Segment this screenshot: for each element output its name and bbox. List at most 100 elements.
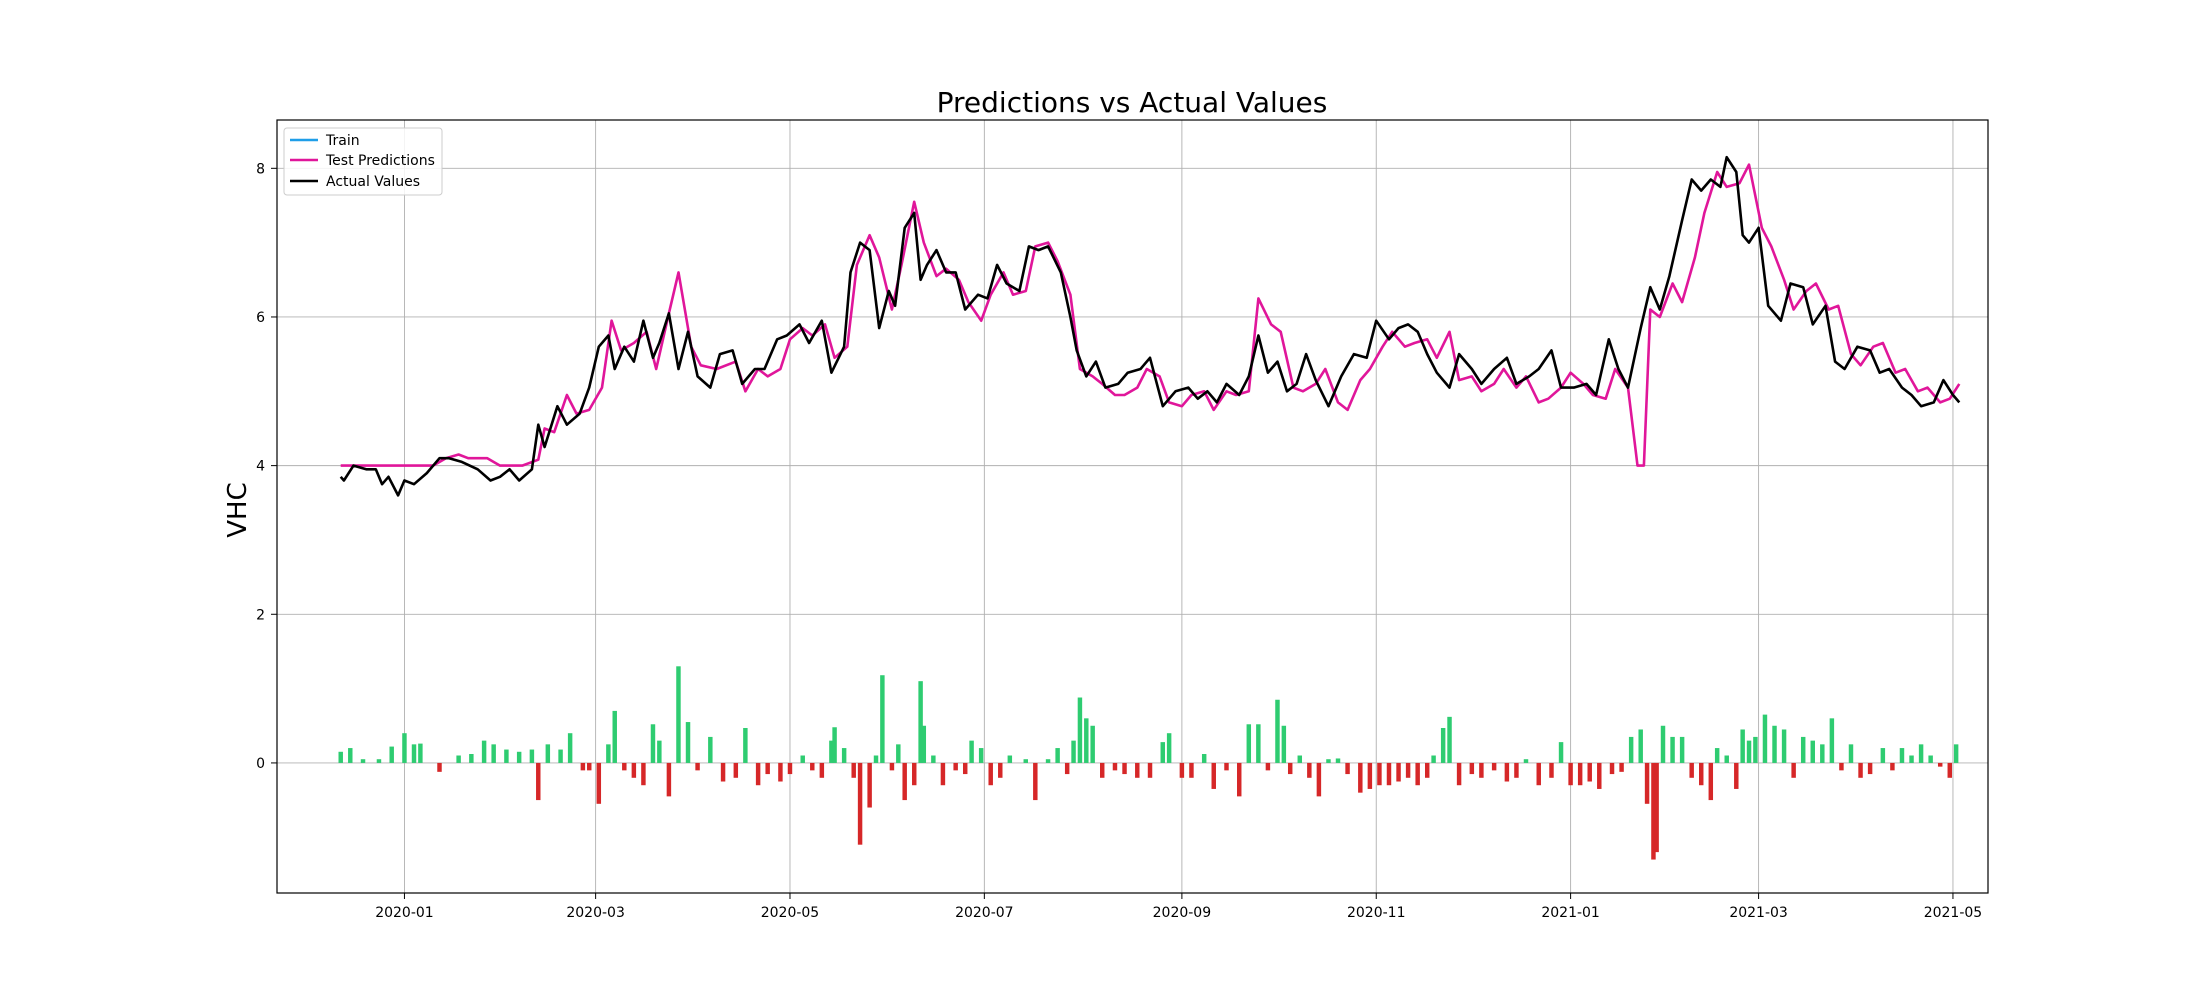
diff-bar-160 (1899, 748, 1905, 763)
diff-bar-166 (1953, 744, 1959, 763)
diff-bar-155 (1848, 744, 1854, 763)
diff-bar-75 (1084, 718, 1089, 763)
diff-bar-147 (1772, 725, 1777, 763)
diff-bar-20 (580, 762, 586, 771)
diff-bar-78 (1112, 762, 1118, 771)
diff-bar-40 (778, 762, 783, 782)
diff-bar-42 (800, 755, 805, 763)
diff-bar-113 (1456, 762, 1462, 786)
chart-title: Predictions vs Actual Values (937, 86, 1328, 119)
y-axis-label: VHC (223, 482, 253, 538)
diff-bar-4 (389, 746, 394, 763)
diff-bar-111 (1440, 727, 1446, 763)
diff-bar-60 (940, 762, 946, 786)
diff-bar-34 (708, 736, 713, 763)
diff-bar-144 (1746, 740, 1752, 763)
diff-bar-8 (437, 762, 442, 772)
diff-bar-3 (376, 759, 382, 763)
diff-bar-46 (832, 727, 837, 763)
legend: Train Test Predictions Actual Values (283, 127, 443, 196)
diff-bar-67 (1007, 755, 1013, 763)
y-tick-label-4: 4 (256, 459, 265, 475)
diff-bar-95 (1287, 762, 1293, 775)
x-tick-label-2021-01: 2021-01 (1541, 905, 1600, 921)
diff-bar-151 (1810, 740, 1815, 763)
diff-bar-7 (418, 743, 423, 763)
diff-bar-109 (1424, 762, 1430, 778)
diff-bar-138 (1699, 762, 1704, 786)
diff-bar-133 (1654, 762, 1659, 853)
diff-bar-121 (1549, 762, 1554, 778)
series-line-actual-values (339, 155, 1961, 497)
diff-bar-88 (1224, 762, 1229, 771)
diff-bar-91 (1256, 724, 1261, 763)
diff-bar-49 (857, 762, 863, 845)
diff-bar-41 (787, 762, 793, 775)
diff-bar-163 (1928, 755, 1933, 763)
diff-bar-63 (969, 740, 974, 763)
diff-bar-24 (612, 710, 617, 763)
diff-bar-47 (841, 748, 847, 763)
diff-bar-117 (1504, 762, 1510, 782)
diff-bar-44 (819, 762, 825, 778)
legend-label-test-predictions: Test Predictions (325, 153, 435, 169)
diff-bar-56 (912, 762, 917, 786)
diff-bar-2 (360, 759, 366, 763)
y-tick-label-6: 6 (256, 310, 265, 326)
diff-bar-158 (1880, 748, 1886, 763)
diff-bar-143 (1740, 729, 1745, 763)
diff-bar-89 (1237, 762, 1242, 797)
diff-bar-108 (1415, 762, 1420, 786)
diff-bar-132 (1651, 762, 1656, 860)
diff-bar-31 (676, 666, 681, 763)
diff-bar-131 (1644, 762, 1650, 804)
diff-bar-29 (657, 740, 662, 763)
diff-bar-25 (622, 762, 627, 771)
diff-bar-136 (1679, 736, 1685, 763)
diff-bar-13 (504, 749, 509, 763)
diff-bar-59 (931, 755, 936, 763)
diff-bar-118 (1514, 762, 1519, 778)
x-tick-label-2020-01: 2020-01 (375, 905, 434, 921)
diff-bar-119 (1523, 759, 1529, 763)
diff-bar-98 (1316, 762, 1322, 797)
diff-bar-85 (1189, 762, 1194, 778)
x-tick-label-2020-09: 2020-09 (1153, 905, 1212, 921)
diff-bar-23 (606, 744, 611, 763)
diff-bar-139 (1708, 762, 1714, 801)
x-tick-label-2020-07: 2020-07 (955, 905, 1014, 921)
x-axis: 2020-01 2020-03 2020-05 2020-07 2020-09 2020-… (375, 893, 1982, 921)
diff-bar-1 (348, 748, 353, 763)
diff-bar-6 (411, 744, 417, 763)
diff-bar-96 (1297, 755, 1303, 763)
diff-bar-141 (1724, 755, 1729, 763)
difference-bars (338, 666, 1959, 860)
diff-bar-114 (1469, 762, 1475, 775)
diff-bar-10 (469, 754, 474, 763)
diff-bar-64 (978, 748, 984, 763)
diff-bar-140 (1714, 748, 1720, 763)
diff-bar-17 (545, 744, 551, 763)
diff-bar-48 (851, 762, 856, 778)
diff-bar-70 (1045, 759, 1051, 763)
diff-bar-0 (338, 751, 343, 763)
diff-bar-16 (536, 762, 541, 801)
diff-bar-9 (456, 755, 461, 763)
diff-bar-123 (1568, 762, 1573, 786)
diff-bar-146 (1762, 714, 1768, 763)
diff-bar-84 (1179, 762, 1185, 778)
diff-bar-110 (1431, 755, 1436, 763)
diff-bar-92 (1265, 762, 1271, 771)
diff-bar-126 (1597, 762, 1602, 789)
diff-bar-152 (1820, 744, 1825, 763)
diff-bar-142 (1734, 762, 1739, 789)
diff-bar-156 (1858, 762, 1863, 778)
diff-bar-45 (829, 740, 834, 763)
diff-bar-124 (1577, 762, 1583, 786)
diff-bar-106 (1396, 762, 1401, 782)
diff-bar-82 (1160, 742, 1165, 763)
diff-bar-97 (1307, 762, 1312, 778)
diff-bar-87 (1211, 762, 1216, 789)
series-lines (339, 155, 1961, 497)
